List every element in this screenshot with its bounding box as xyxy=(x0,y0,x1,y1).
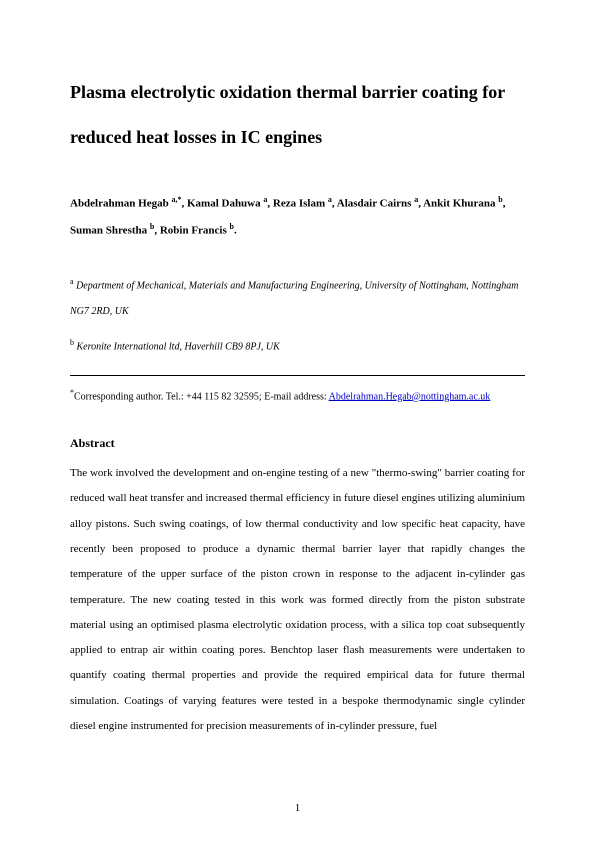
page-number: 1 xyxy=(0,802,595,814)
paper-title: Plasma electrolytic oxidation thermal ba… xyxy=(70,70,525,160)
affiliation-b-text: Keronite International ltd, Haverhill CB… xyxy=(77,342,280,353)
corresponding-email-link[interactable]: Abdelrahman.Hegab@nottingham.ac.uk xyxy=(329,391,491,402)
affiliation-a: a Department of Mechanical, Materials an… xyxy=(70,272,525,325)
abstract-body: The work involved the development and on… xyxy=(70,461,525,739)
corresponding-prefix: Corresponding author. Tel.: +44 115 82 3… xyxy=(74,391,329,402)
affiliation-a-text: Department of Mechanical, Materials and … xyxy=(70,280,519,317)
affiliation-b: b Keronite International ltd, Haverhill … xyxy=(70,333,525,360)
divider-line xyxy=(70,375,525,376)
abstract-heading: Abstract xyxy=(70,436,525,451)
corresponding-author: *Corresponding author. Tel.: +44 115 82 … xyxy=(70,386,525,406)
author-list: Abdelrahman Hegab a,*, Kamal Dahuwa a, R… xyxy=(70,190,525,244)
